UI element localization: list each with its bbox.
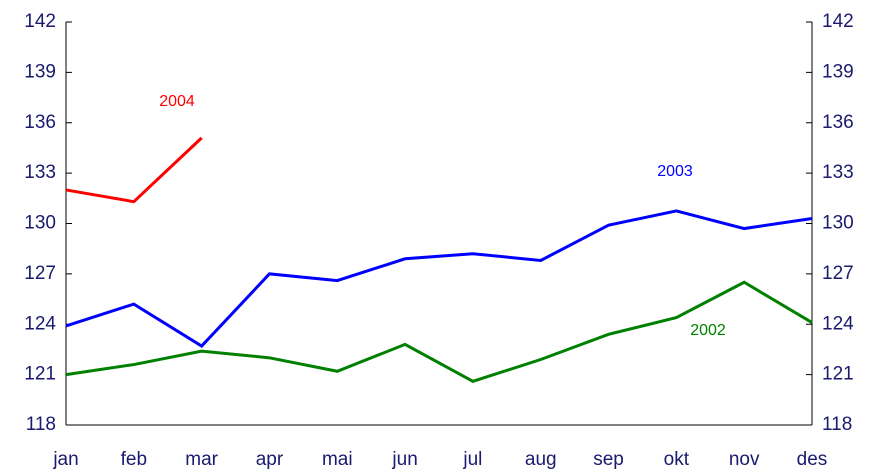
y2-tick-label: 136 [822, 112, 854, 133]
y2-tick-label: 127 [822, 263, 854, 284]
y2-tick-label: 121 [822, 364, 854, 385]
x-tick-label: jun [391, 449, 417, 470]
y-tick-label: 124 [24, 313, 56, 334]
x-tick-label: jan [52, 449, 78, 470]
y-tick-label: 142 [24, 11, 56, 32]
x-tick-label: apr [256, 449, 284, 470]
y2-tick-label: 130 [822, 213, 854, 234]
series-label: 2003 [657, 163, 693, 180]
x-tick-label: aug [525, 449, 557, 470]
y2-tick-label: 142 [822, 11, 854, 32]
y-tick-label: 121 [24, 364, 56, 385]
series-line [65, 209, 813, 349]
x-tick-label: jul [462, 449, 482, 470]
series-line [65, 280, 813, 383]
series-line [65, 136, 203, 204]
y-tick-label: 130 [24, 213, 56, 234]
y-tick-label: 139 [24, 61, 56, 82]
y2-tick-label: 133 [822, 162, 854, 183]
y2-tick-label: 139 [822, 61, 854, 82]
x-tick-label: nov [729, 449, 760, 470]
y-tick-label: 127 [24, 263, 56, 284]
x-tick-label: sep [593, 449, 624, 470]
y-tick-label: 136 [24, 112, 56, 133]
x-tick-label: okt [664, 449, 690, 470]
y-tick-label: 118 [26, 414, 56, 435]
series-label: 2004 [159, 93, 195, 110]
y-tick-label: 133 [24, 162, 56, 183]
y2-tick-label: 124 [822, 313, 854, 334]
x-tick-label: mai [322, 449, 353, 470]
x-tick-label: feb [121, 449, 147, 470]
series-label: 2002 [690, 322, 726, 339]
y2-tick-label: 118 [822, 414, 852, 435]
x-tick-label: mar [185, 449, 218, 470]
x-tick-label: des [797, 449, 828, 470]
